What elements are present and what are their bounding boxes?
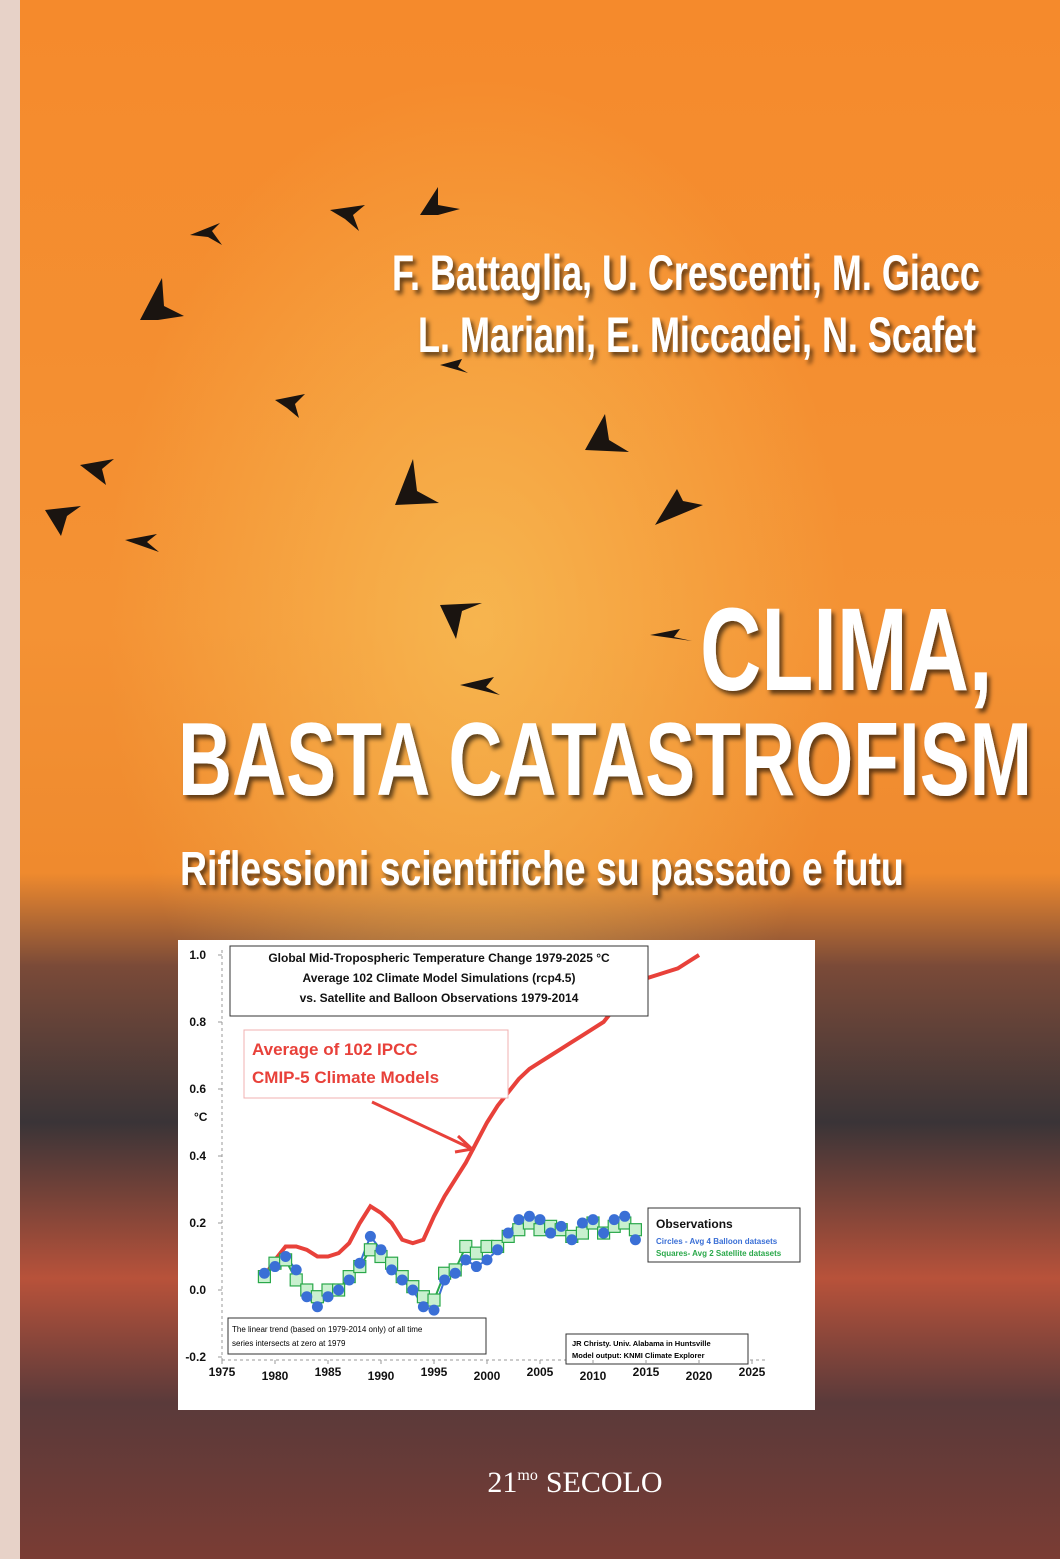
book-cover: F. Battaglia, U. Crescenti, M. Giacc L. … [0, 0, 1060, 1559]
x-tick-label: 1990 [368, 1369, 395, 1383]
publisher-number: 21 [487, 1466, 517, 1499]
legend-title: Observations [656, 1217, 733, 1231]
balloon-point [439, 1274, 450, 1285]
chart-title: Average 102 Climate Model Simulations (r… [303, 971, 576, 985]
legend-entry: Squares- Avg 2 Satellite datasets [656, 1249, 782, 1258]
y-tick-label: 0.6 [189, 1082, 206, 1096]
note-box [228, 1318, 486, 1354]
balloon-point [619, 1211, 630, 1222]
x-tick-label: 2010 [580, 1369, 607, 1383]
balloon-point [429, 1305, 440, 1316]
note: The linear trend (based on 1979-2014 onl… [232, 1325, 423, 1334]
publisher-suffix: mo [517, 1467, 537, 1484]
title-line: BASTA CATASTROFISM [178, 702, 1032, 818]
balloon-point [524, 1211, 535, 1222]
balloon-point [630, 1234, 641, 1245]
x-tick-label: 1975 [209, 1365, 236, 1379]
balloon-point [259, 1268, 270, 1279]
legend-entry: Circles - Avg 4 Balloon datasets [656, 1237, 778, 1246]
x-tick-label: 1980 [262, 1369, 289, 1383]
balloon-point [503, 1228, 514, 1239]
y-tick-label: 0.4 [189, 1149, 206, 1163]
balloon-point [566, 1234, 577, 1245]
balloon-point [471, 1261, 482, 1272]
x-tick-label: 2000 [474, 1369, 501, 1383]
y-tick-label: -0.2 [185, 1350, 206, 1364]
x-tick-label: 2025 [739, 1365, 766, 1379]
x-tick-label: 2020 [686, 1369, 713, 1383]
x-tick-label: 1985 [315, 1365, 342, 1379]
balloon-point [535, 1214, 546, 1225]
annotation: Average of 102 IPCC [252, 1040, 418, 1059]
balloon-point [577, 1218, 588, 1229]
credit: Model output: KNMI Climate Explorer [572, 1351, 705, 1360]
balloon-point [270, 1261, 281, 1272]
subtitle: Riflessioni scientifiche su passato e fu… [180, 843, 904, 897]
x-tick-label: 2015 [633, 1365, 660, 1379]
balloon-point [598, 1228, 609, 1239]
balloon-point [386, 1264, 397, 1275]
y-axis-label: °C [194, 1110, 208, 1124]
balloon-point [460, 1254, 471, 1265]
credit: JR Christy. Univ. Alabama in Huntsville [572, 1339, 711, 1348]
balloon-point [609, 1214, 620, 1225]
balloon-point [344, 1274, 355, 1285]
balloon-point [492, 1244, 503, 1255]
balloon-point [513, 1214, 524, 1225]
balloon-point [397, 1274, 408, 1285]
balloon-point [407, 1285, 418, 1296]
balloon-point [333, 1285, 344, 1296]
balloon-point [482, 1254, 493, 1265]
balloon-point [556, 1221, 567, 1232]
balloon-point [280, 1251, 291, 1262]
balloon-point [545, 1228, 556, 1239]
spine [0, 0, 20, 1559]
balloon-point [418, 1301, 429, 1312]
balloon-point [376, 1244, 387, 1255]
balloon-point [365, 1231, 376, 1242]
title-line: CLIMA, [700, 583, 993, 715]
page: F. Battaglia, U. Crescenti, M. Giacc L. … [0, 0, 1060, 1559]
balloon-point [291, 1264, 302, 1275]
y-tick-label: 0.8 [189, 1015, 206, 1029]
y-tick-label: 1.0 [189, 948, 206, 962]
annotation: CMIP-5 Climate Models [252, 1068, 439, 1087]
balloon-point [588, 1214, 599, 1225]
y-tick-label: 0.0 [189, 1283, 206, 1297]
balloon-point [450, 1268, 461, 1279]
publisher-name: SECOLO [546, 1466, 663, 1499]
satellite-point [629, 1224, 641, 1236]
balloon-point [323, 1291, 334, 1302]
author-line: F. Battaglia, U. Crescenti, M. Giacc [392, 246, 980, 301]
satellite-point [428, 1294, 440, 1306]
balloon-point [312, 1301, 323, 1312]
chart-title: Global Mid-Tropospheric Temperature Chan… [268, 951, 610, 965]
note: series intersects at zero at 1979 [232, 1339, 346, 1348]
x-tick-label: 2005 [527, 1365, 554, 1379]
x-tick-label: 1995 [421, 1365, 448, 1379]
balloon-point [301, 1291, 312, 1302]
chart-title: vs. Satellite and Balloon Observations 1… [300, 991, 579, 1005]
publisher: 21mo SECOLO [487, 1466, 662, 1499]
author-line: L. Mariani, E. Miccadei, N. Scafet [418, 308, 976, 363]
y-tick-label: 0.2 [189, 1216, 206, 1230]
balloon-point [354, 1258, 365, 1269]
